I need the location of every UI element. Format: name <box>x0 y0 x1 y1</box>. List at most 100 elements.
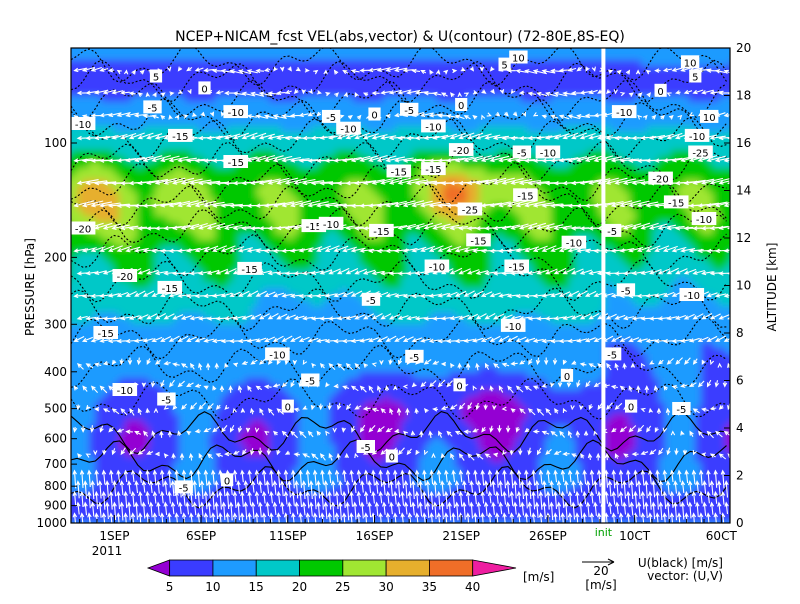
speed-cell <box>101 282 108 289</box>
speed-cell <box>359 60 366 67</box>
speed-cell <box>95 138 102 145</box>
speed-cell <box>479 78 486 85</box>
speed-cell <box>191 210 198 217</box>
speed-cell <box>161 78 168 85</box>
speed-cell <box>479 276 486 283</box>
speed-cell <box>431 78 438 85</box>
speed-cell <box>659 150 666 157</box>
speed-cell <box>653 264 660 271</box>
speed-cell <box>563 144 570 151</box>
speed-cell <box>305 282 312 289</box>
speed-cell <box>701 48 708 55</box>
speed-cell <box>671 294 678 301</box>
speed-cell <box>443 186 450 193</box>
speed-cell <box>467 72 474 79</box>
speed-cell <box>137 174 144 181</box>
speed-cell <box>107 198 114 205</box>
speed-cell <box>233 78 240 85</box>
speed-cell <box>725 126 730 133</box>
speed-cell <box>275 222 282 229</box>
speed-cell <box>311 162 318 169</box>
speed-cell <box>677 228 684 235</box>
speed-cell <box>257 198 264 205</box>
speed-cell <box>581 102 588 109</box>
speed-cell <box>377 288 384 295</box>
speed-cell <box>119 66 126 73</box>
speed-cell <box>167 96 174 103</box>
speed-cell <box>581 54 588 61</box>
speed-cell <box>359 306 366 313</box>
speed-cell <box>629 210 636 217</box>
speed-cell <box>191 114 198 121</box>
speed-cell <box>77 294 84 301</box>
speed-cell <box>617 180 624 187</box>
speed-cell <box>359 138 366 145</box>
speed-cell <box>77 306 84 313</box>
speed-cell <box>575 186 582 193</box>
speed-cell <box>143 306 150 313</box>
speed-cell <box>83 306 90 313</box>
speed-cell <box>131 120 138 127</box>
speed-cell <box>245 66 252 73</box>
speed-cell <box>275 78 282 85</box>
speed-cell <box>545 252 552 259</box>
speed-cell <box>623 150 630 157</box>
speed-cell <box>143 264 150 271</box>
speed-cell <box>647 216 654 223</box>
speed-cell <box>137 204 144 211</box>
speed-cell <box>263 174 270 181</box>
speed-cell <box>539 276 546 283</box>
speed-cell <box>131 78 138 85</box>
speed-cell <box>329 96 336 103</box>
speed-cell <box>719 210 726 217</box>
speed-cell <box>95 114 102 121</box>
speed-cell <box>557 108 564 115</box>
speed-cell <box>245 174 252 181</box>
speed-cell <box>455 264 462 271</box>
speed-cell <box>143 54 150 61</box>
speed-cell <box>257 228 264 235</box>
speed-cell <box>269 48 276 55</box>
speed-cell <box>137 150 144 157</box>
speed-cell <box>605 174 612 181</box>
speed-cell <box>197 78 204 85</box>
speed-cell <box>233 306 240 313</box>
speed-cell <box>209 72 216 79</box>
speed-cell <box>323 54 330 61</box>
speed-cell <box>305 306 312 313</box>
speed-cell <box>377 54 384 61</box>
speed-cell <box>647 282 654 289</box>
speed-cell <box>263 72 270 79</box>
speed-cell <box>77 276 84 283</box>
speed-cell <box>95 216 102 223</box>
speed-cell <box>263 108 270 115</box>
speed-cell <box>545 126 552 133</box>
speed-cell <box>719 222 726 229</box>
speed-cell <box>347 258 354 265</box>
speed-cell <box>269 162 276 169</box>
speed-cell <box>107 240 114 247</box>
speed-cell <box>83 144 90 151</box>
speed-cell <box>665 216 672 223</box>
speed-cell <box>137 96 144 103</box>
speed-cell <box>155 240 162 247</box>
speed-cell <box>575 270 582 277</box>
speed-cell <box>149 96 156 103</box>
speed-cell <box>221 84 228 91</box>
speed-cell <box>353 258 360 265</box>
speed-cell <box>353 300 360 307</box>
speed-cell <box>551 120 558 127</box>
speed-cell <box>401 114 408 121</box>
speed-cell <box>665 144 672 151</box>
speed-cell <box>401 60 408 67</box>
speed-cell <box>569 144 576 151</box>
speed-cell <box>371 240 378 247</box>
speed-cell <box>281 66 288 73</box>
speed-cell <box>713 288 720 295</box>
speed-cell <box>329 282 336 289</box>
speed-cell <box>623 162 630 169</box>
speed-cell <box>587 102 594 109</box>
speed-cell <box>209 132 216 139</box>
speed-cell <box>623 156 630 163</box>
speed-cell <box>557 192 564 199</box>
